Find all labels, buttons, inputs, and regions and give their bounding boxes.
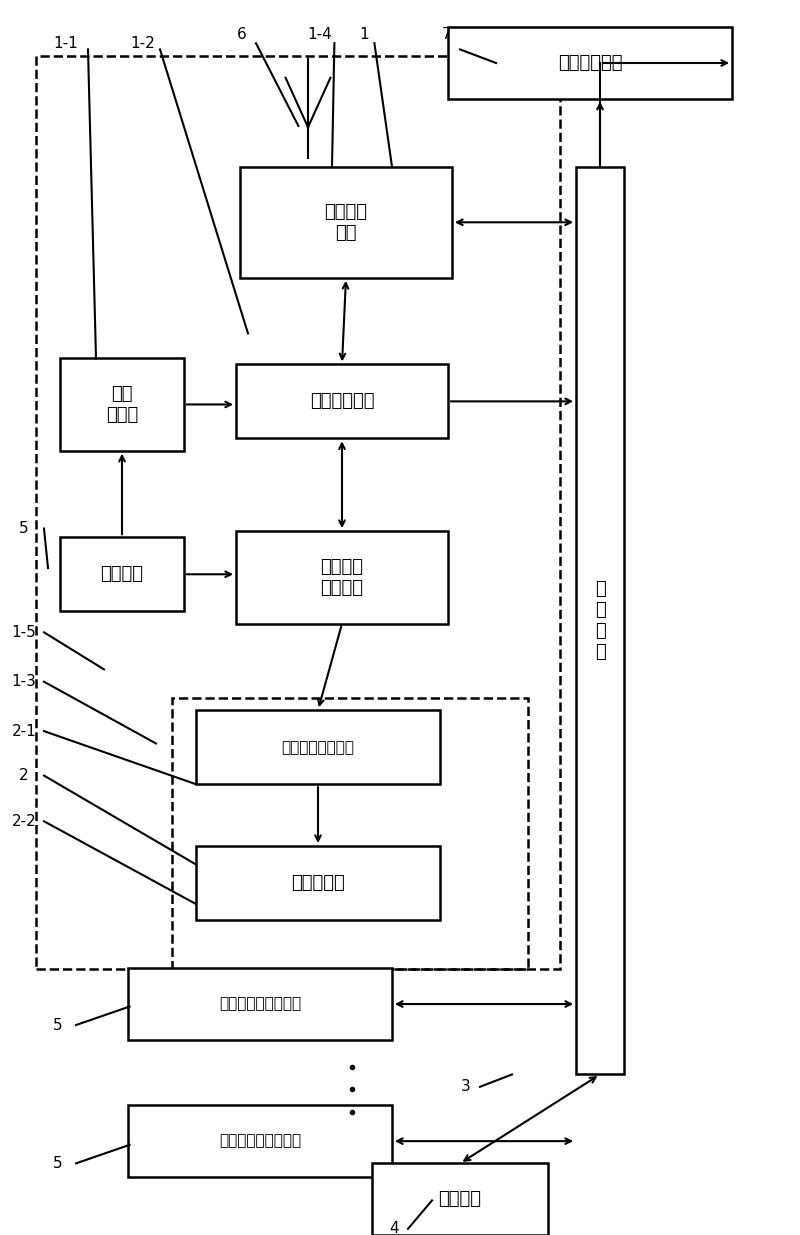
Text: 1-4: 1-4: [308, 27, 332, 42]
Text: 压力调节控制模块: 压力调节控制模块: [282, 740, 354, 755]
Text: 1: 1: [359, 27, 369, 42]
Text: 5: 5: [19, 521, 29, 536]
Text: 3: 3: [461, 1079, 470, 1094]
Text: 6: 6: [237, 27, 246, 42]
Bar: [60, 537, 184, 611]
Bar: [128, 968, 392, 1040]
Text: 2-2: 2-2: [12, 814, 36, 829]
Text: 压力检测及控制装置: 压力检测及控制装置: [219, 1134, 301, 1149]
Bar: [60, 358, 184, 451]
Text: 4: 4: [389, 1221, 398, 1235]
Text: 压力检测及控制装置: 压力检测及控制装置: [219, 997, 301, 1011]
Bar: [36, 56, 560, 969]
Text: 2: 2: [19, 768, 29, 783]
Text: 5: 5: [53, 1018, 62, 1032]
Bar: [196, 710, 440, 784]
Bar: [576, 167, 624, 1074]
Text: 1-5: 1-5: [12, 625, 36, 640]
Bar: [236, 531, 448, 624]
Text: 1-2: 1-2: [130, 36, 154, 51]
Text: 7: 7: [442, 27, 451, 42]
Text: 2-1: 2-1: [12, 724, 36, 739]
Text: 监
控
主
机: 监 控 主 机: [594, 580, 606, 661]
Text: 压力控制阀: 压力控制阀: [291, 874, 345, 892]
Text: 1-3: 1-3: [11, 674, 37, 689]
Text: 告警提示单元: 告警提示单元: [558, 54, 622, 72]
Text: 压力
传感器: 压力 传感器: [106, 385, 138, 424]
Bar: [172, 698, 528, 969]
Bar: [128, 1105, 392, 1177]
Bar: [448, 27, 732, 99]
Text: 5: 5: [53, 1156, 62, 1171]
Text: 供电模块: 供电模块: [101, 566, 143, 583]
Bar: [196, 846, 440, 920]
Text: 无线通信
模块: 无线通信 模块: [325, 203, 367, 242]
Bar: [372, 1163, 548, 1235]
Text: 1-1: 1-1: [54, 36, 78, 51]
Text: 工作参数
调整模块: 工作参数 调整模块: [321, 558, 363, 597]
Text: 主处理器: 主处理器: [438, 1191, 482, 1208]
Text: 数据处理模块: 数据处理模块: [310, 393, 374, 410]
Bar: [236, 364, 448, 438]
Bar: [240, 167, 452, 278]
